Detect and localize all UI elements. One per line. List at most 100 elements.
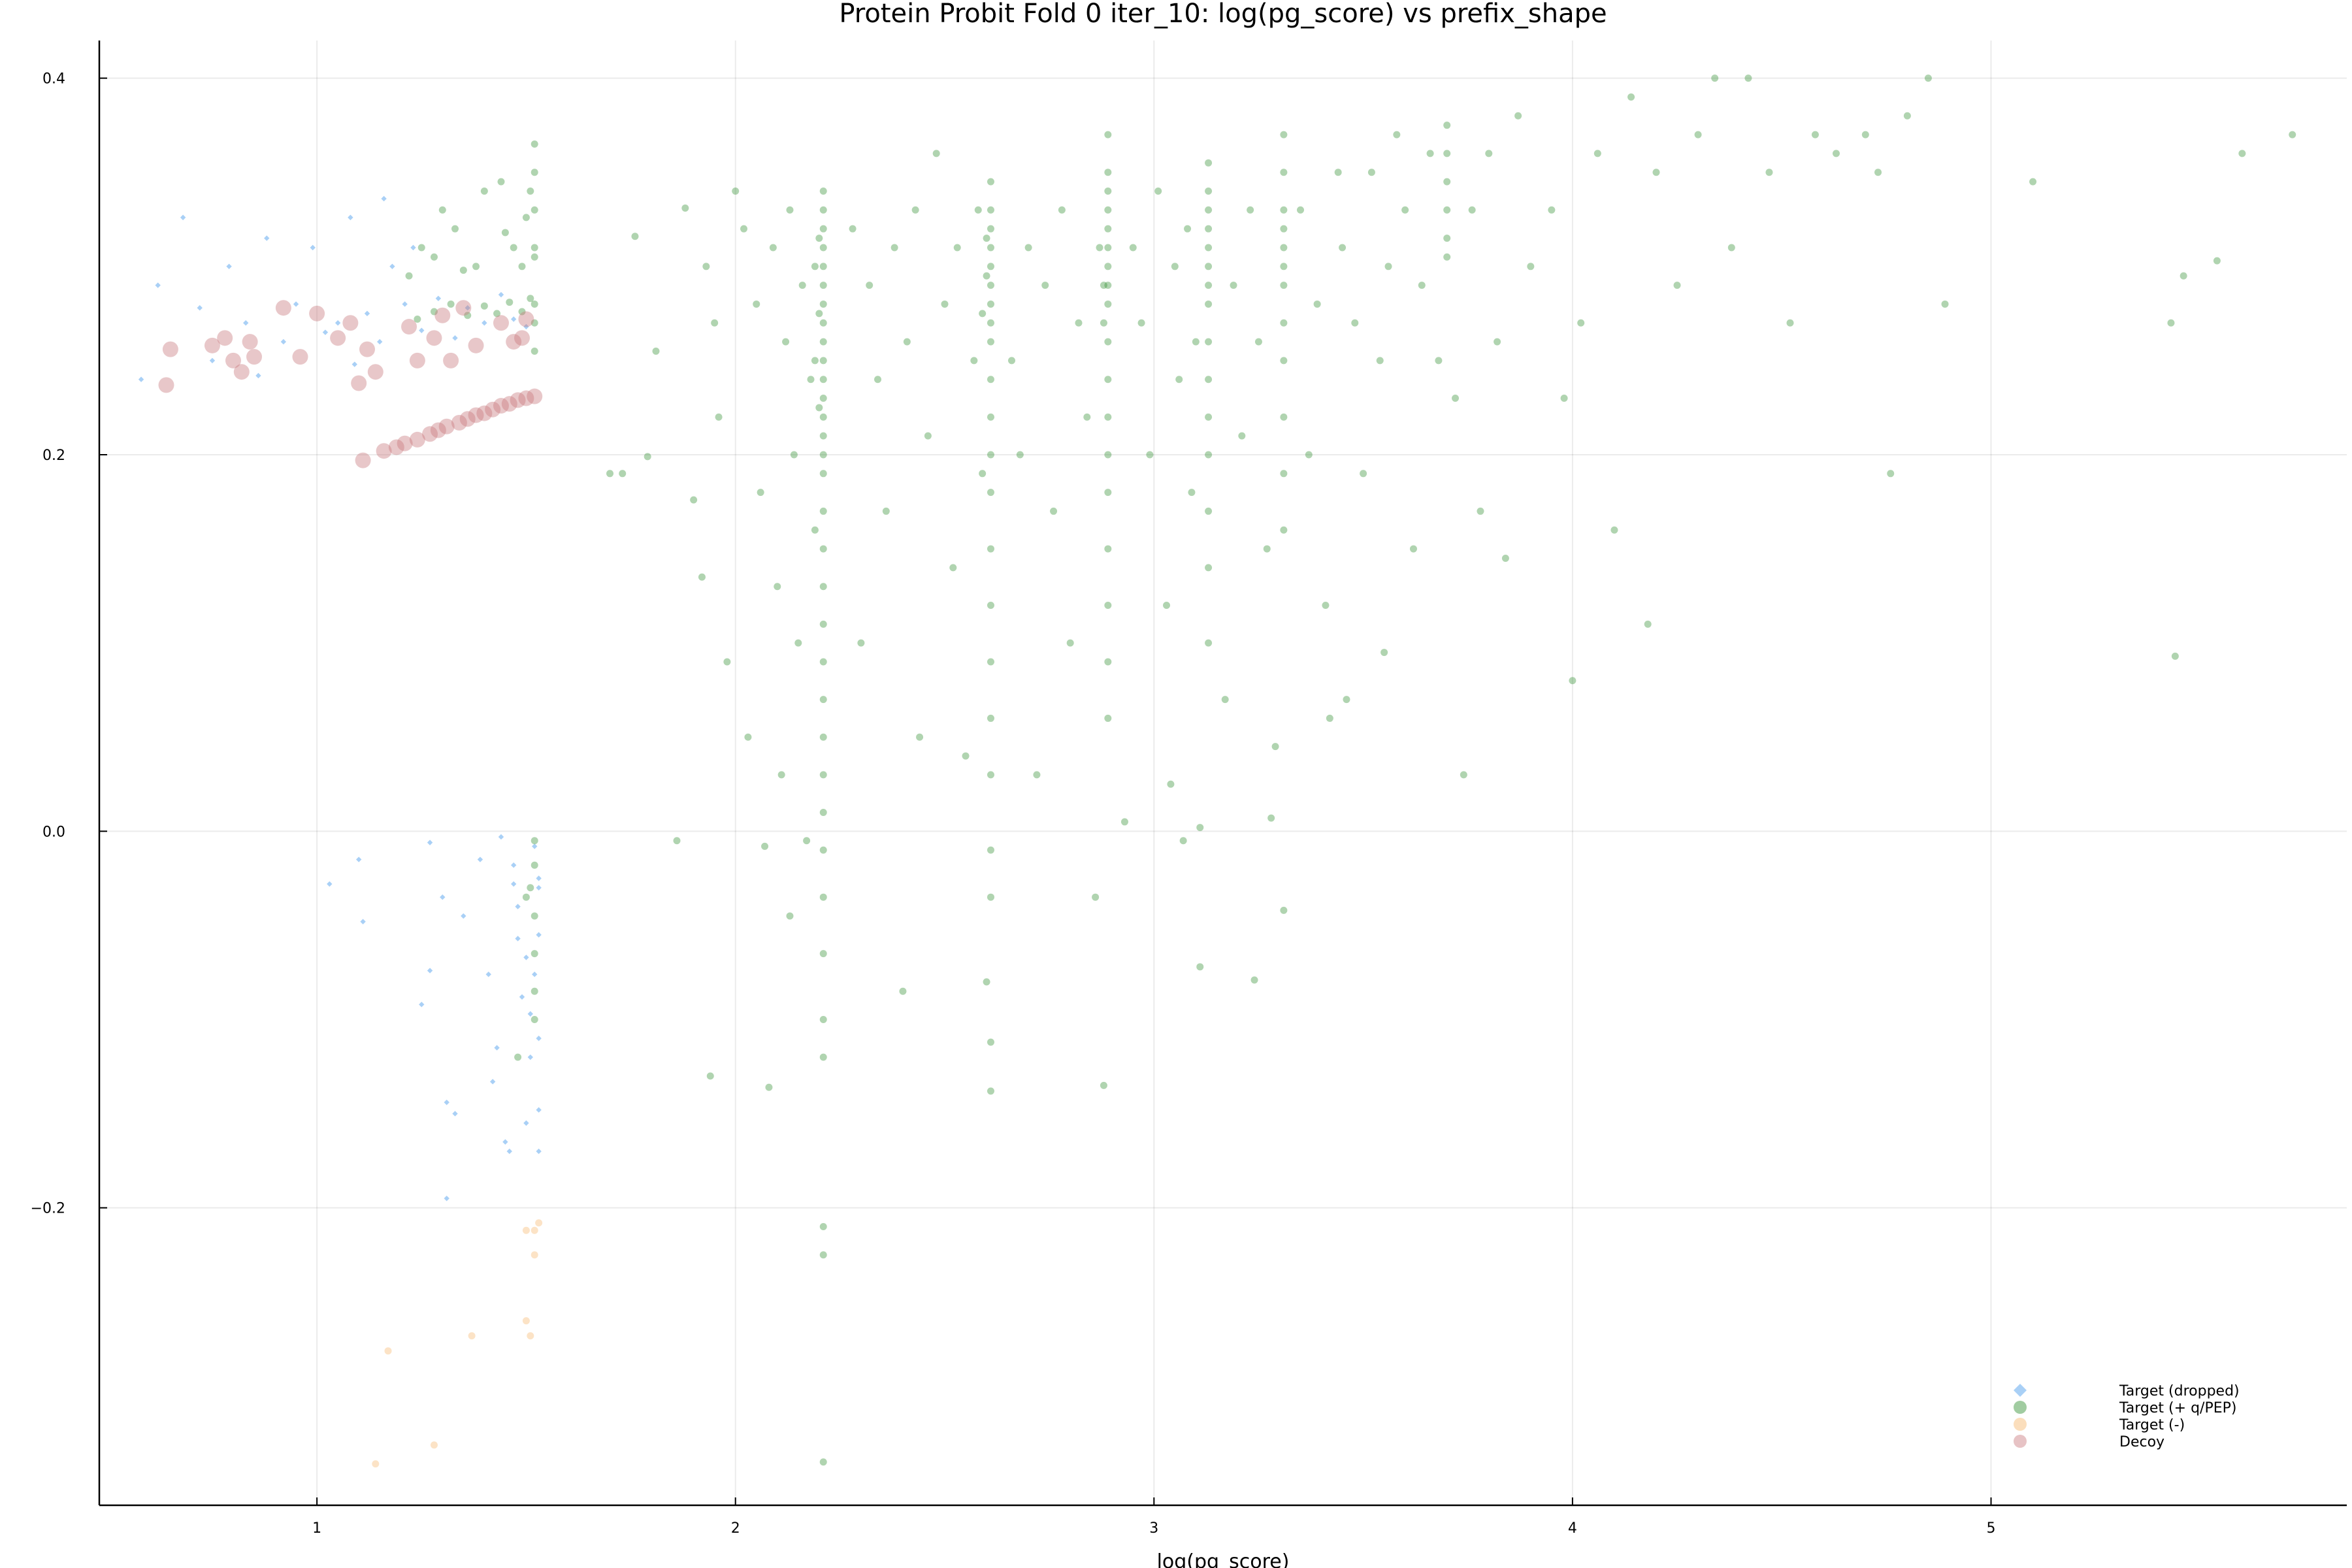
data-point xyxy=(790,451,798,459)
data-point xyxy=(351,361,357,367)
data-point xyxy=(1694,131,1702,139)
data-point xyxy=(360,919,366,924)
data-point xyxy=(514,1053,522,1061)
data-point xyxy=(1765,169,1773,176)
data-point xyxy=(292,349,308,365)
data-point xyxy=(1104,300,1112,308)
data-point xyxy=(1380,649,1388,657)
data-point xyxy=(932,150,940,157)
data-point xyxy=(444,1196,449,1201)
data-point xyxy=(1104,244,1112,252)
data-point xyxy=(987,489,994,497)
data-point xyxy=(388,439,404,455)
data-point xyxy=(275,300,291,316)
data-point xyxy=(819,395,827,402)
data-point xyxy=(1924,74,1932,82)
data-point xyxy=(819,338,827,346)
data-point xyxy=(461,913,466,919)
data-point xyxy=(819,583,827,591)
data-point xyxy=(536,1036,542,1041)
data-point xyxy=(987,413,994,421)
data-point xyxy=(405,272,413,280)
legend-marker xyxy=(2014,1435,2027,1448)
data-point xyxy=(1339,244,1347,252)
data-point xyxy=(811,526,819,534)
data-point xyxy=(480,302,488,310)
data-point xyxy=(1179,837,1187,845)
data-point xyxy=(1075,319,1083,327)
data-point xyxy=(1376,357,1384,365)
series-2 xyxy=(372,1219,543,1468)
data-point xyxy=(819,620,827,628)
legend-label: Target (-) xyxy=(2119,1417,2185,1433)
data-point xyxy=(536,875,542,881)
data-point xyxy=(430,1441,438,1449)
data-point xyxy=(522,1317,530,1325)
data-point xyxy=(1250,976,1258,984)
data-point xyxy=(987,893,994,901)
data-point xyxy=(1548,206,1556,214)
data-point xyxy=(355,452,371,468)
series-0 xyxy=(138,195,542,1201)
data-point xyxy=(501,396,517,412)
data-point xyxy=(819,451,827,459)
data-point xyxy=(351,375,367,391)
data-point xyxy=(774,583,781,591)
data-point xyxy=(531,253,538,261)
data-point xyxy=(1610,526,1618,534)
data-point xyxy=(482,320,487,326)
data-point xyxy=(1254,338,1262,346)
data-point xyxy=(1104,602,1112,610)
data-point xyxy=(1120,818,1128,826)
data-point xyxy=(180,214,186,221)
legend-item: Target (+ q/PEP) xyxy=(2014,1400,2236,1416)
data-point xyxy=(409,352,425,368)
data-point xyxy=(138,376,144,382)
data-point xyxy=(523,1120,529,1126)
data-point xyxy=(372,1460,380,1468)
data-point xyxy=(226,263,232,270)
data-point xyxy=(1104,282,1112,289)
data-point xyxy=(1468,206,1476,214)
data-point xyxy=(233,364,250,380)
data-point xyxy=(1280,263,1288,270)
data-point xyxy=(209,357,216,364)
data-point xyxy=(485,401,501,417)
data-point xyxy=(1096,244,1103,252)
data-point xyxy=(753,300,760,308)
data-point xyxy=(819,225,827,233)
data-point xyxy=(204,337,220,353)
data-point xyxy=(899,987,907,995)
data-point xyxy=(422,426,438,442)
data-point xyxy=(1016,451,1024,459)
data-point xyxy=(1418,282,1426,289)
data-point xyxy=(510,316,517,322)
legend-label: Decoy xyxy=(2119,1434,2164,1450)
data-point xyxy=(1527,263,1535,270)
data-point xyxy=(452,335,458,341)
data-point xyxy=(949,564,957,572)
data-point xyxy=(1205,225,1213,233)
data-point xyxy=(819,893,827,901)
data-point xyxy=(255,372,261,379)
data-point xyxy=(732,188,740,195)
legend-marker xyxy=(2014,1384,2027,1397)
data-point xyxy=(280,338,287,345)
data-point xyxy=(531,169,538,176)
data-point xyxy=(335,320,341,326)
data-point xyxy=(1280,413,1288,421)
data-point xyxy=(531,347,538,355)
data-point xyxy=(1024,244,1032,252)
data-point xyxy=(485,972,491,977)
data-point xyxy=(531,912,538,920)
data-point xyxy=(874,376,882,384)
data-point xyxy=(819,1016,827,1024)
data-point xyxy=(819,357,827,365)
data-point xyxy=(794,639,802,647)
data-point xyxy=(1426,150,1434,157)
data-point xyxy=(532,972,538,977)
data-point xyxy=(1874,169,1882,176)
data-point xyxy=(1280,131,1288,139)
data-point xyxy=(430,308,438,316)
